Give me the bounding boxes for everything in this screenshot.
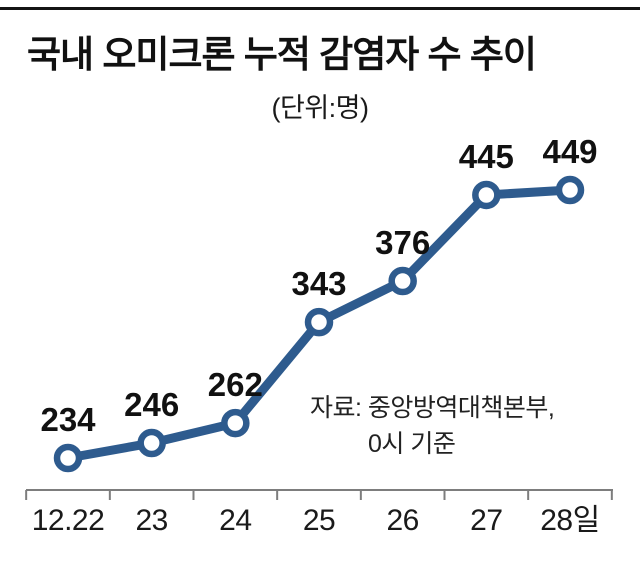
chart-title: 국내 오미크론 누적 감염자 수 추이 [27,34,537,75]
data-point-marker [472,180,501,210]
value-label: 376 [375,224,430,261]
value-label: 262 [208,366,263,403]
x-axis-label: 27 [470,504,502,537]
data-point-marker [388,266,417,296]
x-axis-label: 12.22 [32,504,105,537]
x-axis-label: 28일 [540,504,599,537]
value-label: 234 [40,401,96,438]
value-label: 445 [459,138,514,175]
source-line-2: 0시 기준 [368,430,456,459]
unit-label: (단위:명) [271,93,369,123]
source-line-1: 자료: 중앙방역대책본부, [310,394,555,422]
value-label: 246 [124,386,179,423]
value-label: 449 [542,133,597,170]
data-point-marker [221,408,250,438]
source-note: 자료: 중앙방역대책본부, 0시 기준 [310,390,555,463]
value-label: 343 [291,265,346,302]
x-axis-label: 26 [386,504,418,537]
data-point-marker [304,307,334,337]
x-axis-label: 25 [303,504,335,537]
x-axis-label: 24 [219,504,251,537]
data-point-marker [137,428,166,458]
top-divider [0,7,640,10]
data-point-marker [555,175,585,205]
x-axis-label: 23 [135,504,167,537]
data-point-marker [53,443,83,473]
